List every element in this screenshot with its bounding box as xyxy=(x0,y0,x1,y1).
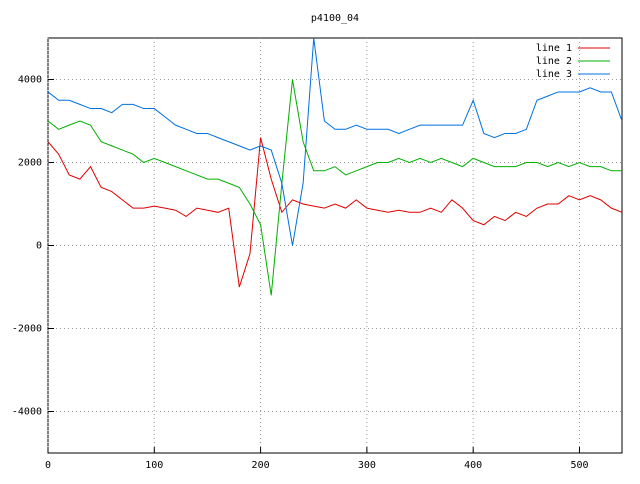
x-tick-label: 400 xyxy=(464,460,482,471)
legend-label: line 3 xyxy=(536,69,572,80)
x-tick-label: 200 xyxy=(252,460,270,471)
x-tick-label: 0 xyxy=(45,460,51,471)
x-tick-label: 500 xyxy=(570,460,588,471)
y-tick-label: 4000 xyxy=(18,75,42,86)
y-tick-label: 2000 xyxy=(18,158,42,169)
legend-label: line 1 xyxy=(536,43,572,54)
line-series xyxy=(48,79,622,296)
y-tick-label: 0 xyxy=(36,241,42,252)
legend-label: line 2 xyxy=(536,56,572,67)
x-tick-label: 300 xyxy=(358,460,376,471)
y-tick-label: -4000 xyxy=(12,407,42,418)
y-tick-label: -2000 xyxy=(12,324,42,335)
line-series xyxy=(48,38,622,246)
x-tick-label: 100 xyxy=(145,460,163,471)
chart-title: p4100_04 xyxy=(311,13,359,24)
plot-border xyxy=(47,37,623,454)
line-series xyxy=(48,137,622,288)
